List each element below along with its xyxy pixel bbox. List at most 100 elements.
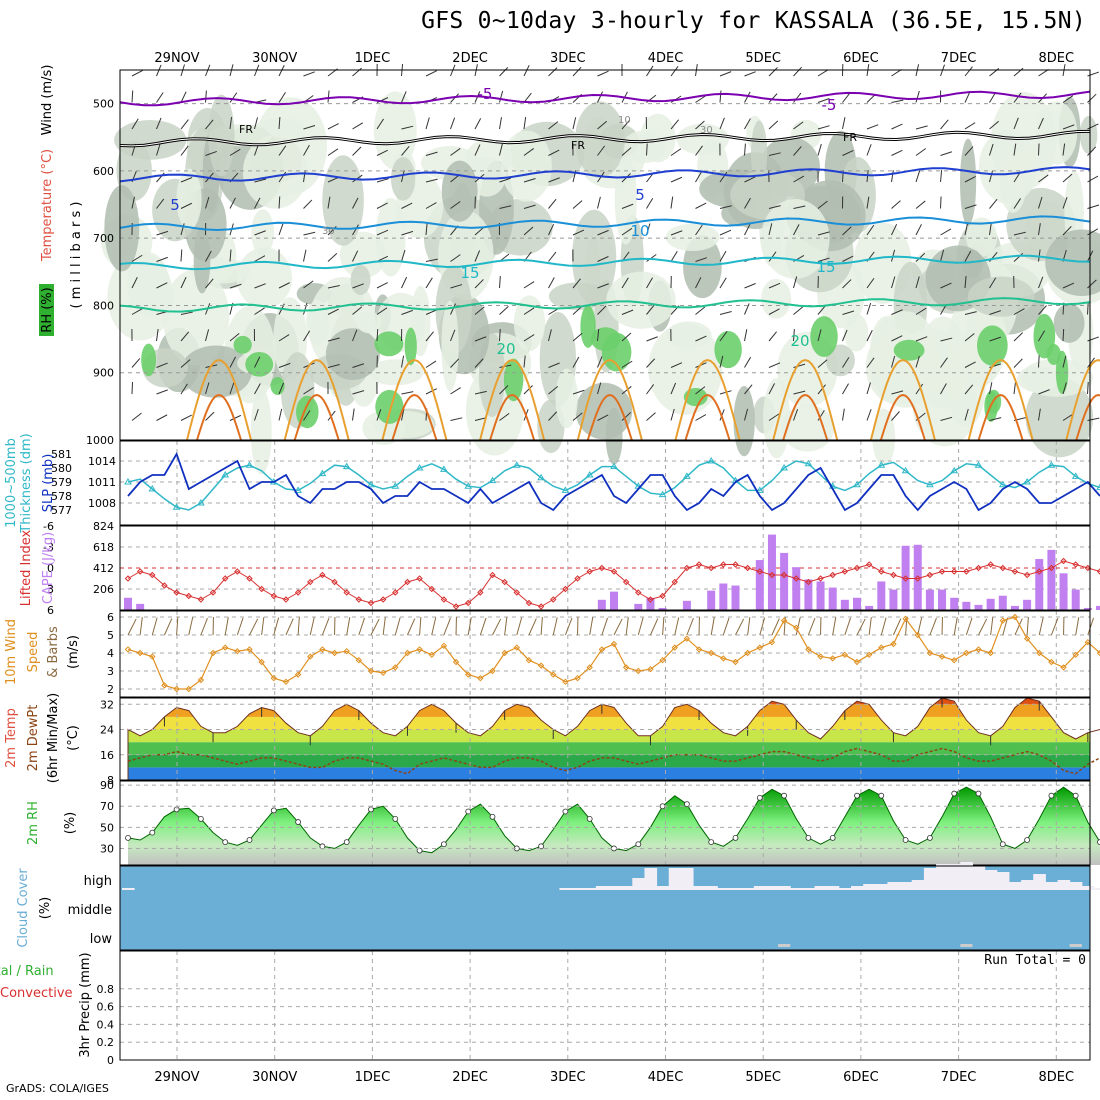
minmax-axis-label: (6hr Min/Max) [46, 693, 61, 783]
high-cloud-bar [644, 868, 658, 890]
wind-barb [499, 328, 501, 342]
high-cloud-bar [729, 888, 743, 890]
wind-barb [523, 148, 534, 156]
wind-barb [278, 334, 290, 342]
wind-barb [572, 332, 583, 342]
wind-barb [719, 331, 728, 342]
cape-bar [828, 587, 837, 610]
wind10m-barb [662, 617, 665, 636]
pressure-tick-label: 600 [93, 165, 114, 178]
boundary-layer-arc-inner [684, 393, 731, 441]
wind10m-barb [358, 617, 366, 636]
wind10m-point [185, 685, 192, 693]
cape-bar [1047, 549, 1056, 610]
wind10m-barb [285, 618, 294, 636]
rh-shade [242, 135, 308, 209]
wind-barb [744, 91, 751, 103]
high-cloud-bar [826, 886, 840, 890]
wind-barb [793, 409, 799, 421]
wind-barb [940, 228, 952, 236]
wind-barb [768, 205, 781, 209]
wind-barb [229, 332, 240, 342]
top-date-label: 7DEC [941, 51, 977, 66]
temperature-contour [119, 166, 1091, 183]
wind-barb [989, 310, 1002, 315]
temperature-axis-label: Temperature (°C) [40, 149, 55, 262]
wind-barb [1062, 328, 1065, 342]
wind-barb [621, 277, 629, 289]
cape-bar [998, 595, 1007, 610]
wind-barb [817, 329, 822, 342]
pressure-tick-label: 900 [93, 367, 114, 380]
wind-barb [303, 280, 314, 289]
lifted-index-point [622, 578, 630, 586]
wind-barb [891, 276, 896, 289]
wind10m-barb [929, 618, 937, 636]
wind10m-point [853, 658, 861, 666]
wind-barb [915, 125, 928, 130]
wind-barb [254, 408, 259, 421]
wind-barb [597, 196, 601, 209]
high-cloud-bar [632, 878, 645, 890]
wind10m-barb [419, 617, 422, 636]
wind-barb [523, 204, 536, 209]
wind10m-axis-label: & Barbs [46, 626, 61, 678]
wind-barb [548, 362, 560, 368]
temperature-contour [119, 215, 1091, 232]
temp-band [128, 704, 1090, 717]
rh-point [586, 815, 593, 822]
wind-barb [964, 333, 975, 342]
wind-tick-label: 3 [107, 665, 114, 678]
wind-barb [817, 143, 822, 156]
wind-barb [499, 275, 501, 289]
wind-barb [719, 250, 727, 262]
temperature-contour [119, 297, 1091, 313]
precip-tick-label: 0.4 [97, 1018, 115, 1031]
wind-barb [474, 250, 481, 262]
high-cloud-bar [1045, 882, 1059, 890]
contour-label: -5 [822, 96, 837, 114]
wind-barb [719, 90, 722, 103]
lifted-index-point [379, 596, 387, 603]
wind10m-barb [686, 618, 694, 636]
wind10m-point [865, 651, 873, 659]
wind-barb [670, 148, 682, 156]
wind10m-point [149, 653, 156, 660]
wind-barb [621, 411, 632, 421]
wind10m-point [197, 676, 205, 684]
top-date-label: 5DEC [745, 51, 781, 66]
wind10m-point [841, 651, 849, 659]
wind-barb [744, 197, 751, 209]
wind10m-point [610, 640, 618, 648]
rh-point [902, 837, 909, 843]
wind-barb [474, 144, 481, 156]
wind10m-point [963, 649, 970, 657]
wind-barb [1062, 282, 1075, 289]
low-cloud-bar [1069, 944, 1082, 947]
wind10m-barb [1038, 617, 1044, 636]
rh-shade [501, 130, 552, 202]
wind-barb [303, 302, 308, 315]
cape-bar [913, 544, 922, 610]
high-cloud-bar [1033, 874, 1046, 890]
rh-axis-label: RH (%) [40, 287, 55, 332]
cape-bar [962, 601, 971, 610]
lifted-index-point [440, 596, 448, 603]
wind-barb [646, 384, 655, 395]
rh-high-shade [374, 331, 404, 357]
wind-barb [548, 149, 560, 156]
wind-barb [352, 67, 362, 77]
cape-bar [719, 583, 728, 610]
lifted-index-point [550, 596, 557, 603]
high-cloud-bar [717, 888, 730, 890]
wind-barb [817, 384, 826, 395]
wind-barb [450, 358, 460, 368]
wind-barb [964, 408, 969, 421]
wind10m-barb [771, 618, 780, 636]
wind-barb [646, 197, 654, 209]
temp-axis-label: 2m Temp [4, 708, 19, 768]
wind-barb [915, 170, 921, 183]
boundary-layer-arc [869, 358, 936, 441]
wind-barb [205, 329, 210, 342]
wind10m-barb [1002, 617, 1009, 636]
